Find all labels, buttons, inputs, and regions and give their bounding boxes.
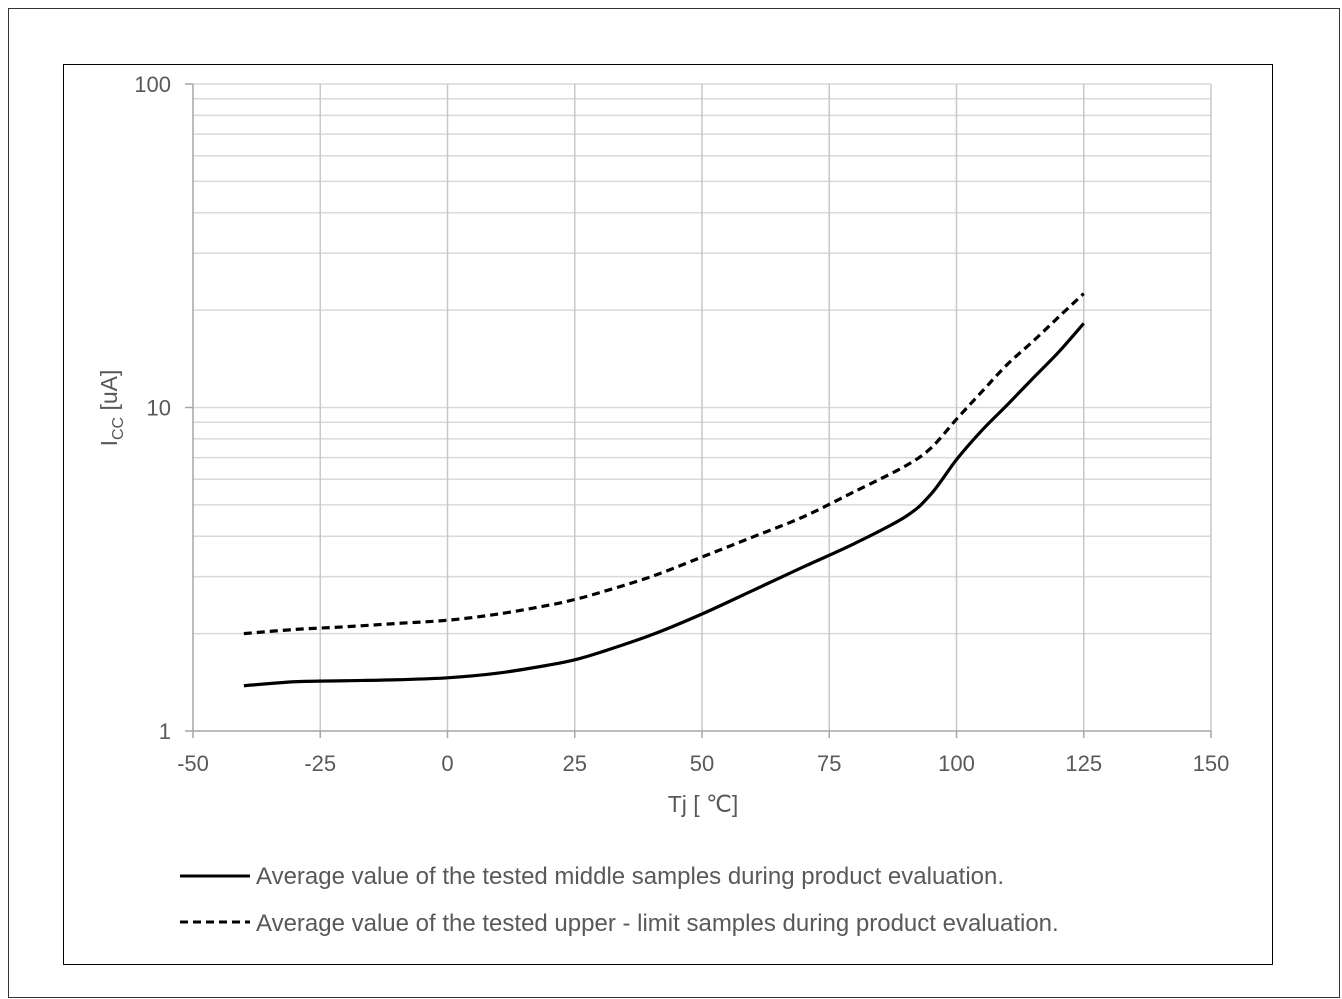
series-line-2 bbox=[243, 292, 1085, 636]
x-tick-label: -25 bbox=[304, 751, 336, 776]
series-line-1 bbox=[243, 322, 1085, 688]
legend: Average value of the tested middle sampl… bbox=[180, 863, 1059, 937]
x-tick-label: 75 bbox=[817, 751, 841, 776]
y-tick-label: 1 bbox=[159, 719, 171, 744]
chart-frame bbox=[63, 64, 1273, 965]
legend-label-series-2: Average value of the tested upper - limi… bbox=[256, 910, 1059, 937]
y-tick-label: 100 bbox=[134, 72, 171, 97]
axis-layer bbox=[185, 83, 1212, 738]
series-layer bbox=[243, 292, 1085, 688]
x-tick-label: 0 bbox=[441, 751, 453, 776]
y-tick-label: 10 bbox=[147, 396, 171, 421]
grid-layer bbox=[193, 83, 1212, 731]
x-axis-title: Tj [ ℃] bbox=[668, 791, 739, 817]
legend-label-series-1: Average value of the tested middle sampl… bbox=[256, 863, 1004, 890]
x-tick-label: 150 bbox=[1193, 751, 1230, 776]
x-tick-label: 25 bbox=[563, 751, 587, 776]
tick-label-layer: -50 -25 0 25 50 75 100 125 150 1 10 100 bbox=[134, 72, 1229, 776]
x-tick-label: -50 bbox=[177, 751, 209, 776]
figure-border bbox=[8, 8, 1340, 998]
y-axis-title: ICC [uA] bbox=[96, 370, 127, 447]
x-tick-label: 50 bbox=[690, 751, 714, 776]
x-tick-label: 125 bbox=[1065, 751, 1102, 776]
x-tick-label: 100 bbox=[938, 751, 975, 776]
